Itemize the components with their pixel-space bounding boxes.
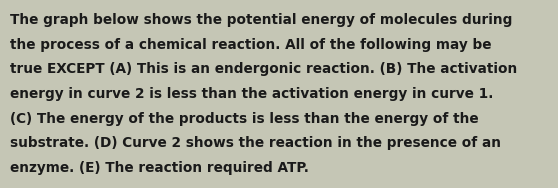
Text: true EXCEPT (A) This is an endergonic reaction. (B) The activation: true EXCEPT (A) This is an endergonic re…	[10, 62, 517, 76]
Text: (C) The energy of the products is less than the energy of the: (C) The energy of the products is less t…	[10, 112, 479, 126]
Text: The graph below shows the potential energy of molecules during: The graph below shows the potential ener…	[10, 13, 512, 27]
Text: substrate. (D) Curve 2 shows the reaction in the presence of an: substrate. (D) Curve 2 shows the reactio…	[10, 136, 501, 150]
Text: energy in curve 2 is less than the activation energy in curve 1.: energy in curve 2 is less than the activ…	[10, 87, 493, 101]
Text: enzyme. (E) The reaction required ATP.: enzyme. (E) The reaction required ATP.	[10, 161, 309, 175]
Text: the process of a chemical reaction. All of the following may be: the process of a chemical reaction. All …	[10, 38, 492, 52]
